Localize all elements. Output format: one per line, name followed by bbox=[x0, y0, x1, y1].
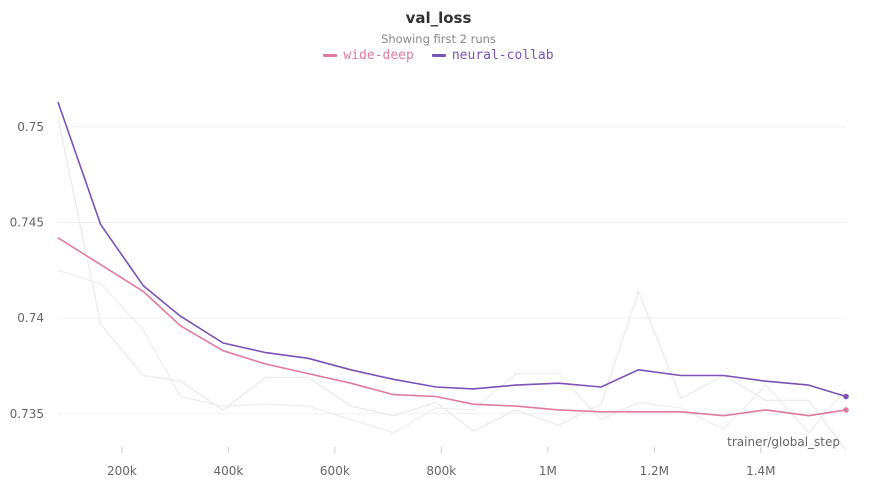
y-tick-label: 0.75 bbox=[17, 120, 44, 134]
y-tick-label: 0.745 bbox=[10, 216, 44, 230]
y-tick-label: 0.735 bbox=[10, 407, 44, 421]
x-tick-label: 1.2M bbox=[640, 464, 669, 478]
series-endpoint bbox=[843, 407, 849, 413]
x-tick-label: 400k bbox=[213, 464, 243, 478]
background-run-line bbox=[57, 117, 847, 451]
legend-swatch bbox=[323, 54, 338, 57]
x-tick-label: 800k bbox=[426, 464, 456, 478]
series-lines bbox=[57, 101, 849, 417]
legend-swatch bbox=[431, 54, 446, 57]
series-line-neural-collab[interactable] bbox=[57, 101, 847, 398]
background-run-line bbox=[57, 269, 847, 434]
series-endpoint bbox=[843, 393, 849, 400]
series-line-wide-deep[interactable] bbox=[57, 237, 847, 417]
x-tick-label: 600k bbox=[320, 464, 350, 478]
x-tick-label: 1.4M bbox=[746, 464, 775, 478]
legend-label: neural-collab bbox=[451, 48, 554, 63]
chart-title: val_loss bbox=[405, 9, 472, 27]
legend-item-wide-deep[interactable]: wide-deep bbox=[323, 48, 414, 63]
x-tick-label: 1M bbox=[539, 464, 557, 478]
chart-legend: wide-deep neural-collab bbox=[0, 48, 877, 63]
legend-item-neural-collab[interactable]: neural-collab bbox=[431, 48, 554, 63]
y-axis-ticks: 0.735 0.74 0.745 0.75 bbox=[10, 120, 44, 421]
background-runs bbox=[57, 117, 847, 451]
y-tick-label: 0.74 bbox=[17, 311, 44, 325]
chart-subtitle: Showing first 2 runs bbox=[381, 32, 496, 46]
legend-label: wide-deep bbox=[343, 48, 414, 63]
x-tick-label: 200k bbox=[107, 464, 137, 478]
x-axis-label: trainer/global_step bbox=[727, 435, 840, 449]
x-axis-ticks: 200k 400k 600k 800k 1M 1.2M 1.4M bbox=[107, 447, 776, 478]
gridlines bbox=[58, 126, 846, 415]
